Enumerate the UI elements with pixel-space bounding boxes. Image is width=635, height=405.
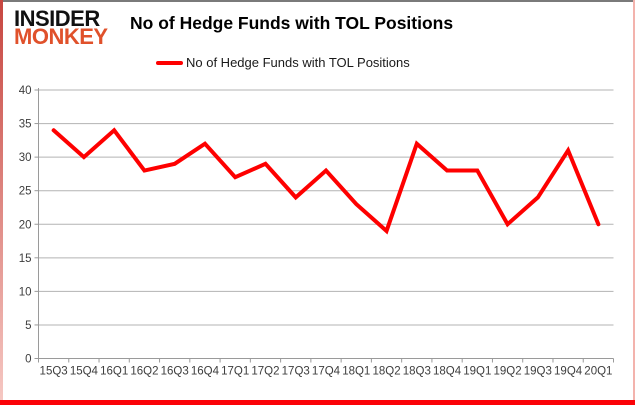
frame-bottom-edge: [0, 400, 635, 405]
x-tick-label: 19Q3: [524, 366, 552, 378]
y-tick-label: 40: [19, 85, 32, 97]
logo-line-insider: INSIDER: [14, 5, 100, 32]
y-tick-label: 5: [25, 320, 31, 332]
x-tick-label: 16Q1: [100, 366, 128, 378]
x-tick-label: 19Q4: [554, 366, 583, 378]
frame-left-edge: [0, 0, 3, 405]
x-tick-label: 18Q2: [372, 366, 400, 378]
frame-top-edge: [0, 0, 635, 2]
frame-right-edge: [633, 0, 635, 405]
series-line: [51, 127, 601, 235]
x-axis-labels: 15Q3 15Q4 16Q1 16Q2 16Q3 16Q4 17Q1 17Q2 17Q3 17Q4…: [40, 366, 613, 378]
x-tick-label: 18Q1: [342, 366, 370, 378]
y-tick-label: 20: [19, 219, 32, 231]
legend: No of Hedge Funds with TOL Positions: [156, 55, 410, 70]
x-tick-label: 18Q4: [433, 366, 462, 378]
legend-label: No of Hedge Funds with TOL Positions: [186, 55, 410, 70]
x-tick-label: 18Q3: [403, 366, 431, 378]
legend-line-swatch: [156, 60, 183, 65]
y-tick-label: 10: [19, 286, 32, 298]
x-tick-label: 17Q4: [312, 366, 341, 378]
y-tick-label: 15: [19, 253, 32, 265]
y-tick-label: 35: [19, 119, 32, 131]
y-tick-label: 30: [19, 152, 32, 164]
x-tick-label: 17Q2: [251, 366, 279, 378]
x-tick-label: 15Q4: [70, 366, 99, 378]
axes: [34, 88, 614, 363]
x-tick-label: 16Q3: [161, 366, 189, 378]
x-tick-label: 19Q2: [494, 366, 522, 378]
x-tick-label: 16Q2: [130, 366, 158, 378]
x-tick-label: 20Q1: [584, 366, 612, 378]
x-tick-label: 17Q3: [282, 366, 310, 378]
y-axis-labels: 0 5 10 15 20 25 30 35 40: [19, 85, 32, 366]
y-tick-label: 25: [19, 186, 32, 198]
x-tick-label: 17Q1: [221, 366, 249, 378]
logo-line-monkey: MONKEY: [14, 24, 108, 49]
insider-monkey-logo: INSIDER MONKEY: [14, 5, 108, 49]
x-tick-label: 15Q3: [40, 366, 68, 378]
x-tick-label: 19Q1: [463, 366, 491, 378]
y-tick-label: 0: [25, 354, 31, 366]
chart-title: No of Hedge Funds with TOL Positions: [130, 13, 454, 33]
x-tick-label: 16Q4: [191, 366, 220, 378]
